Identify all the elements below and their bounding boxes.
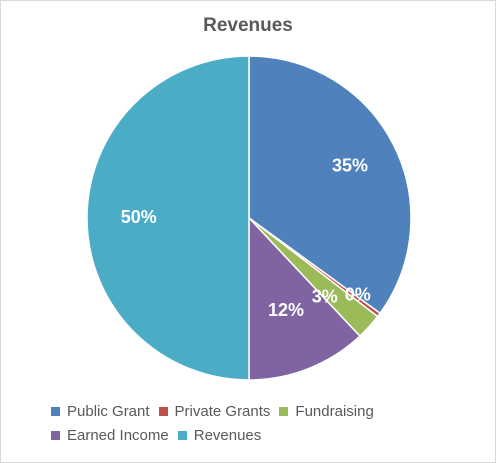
legend-label-revenues: Revenues [193,426,262,444]
legend-item-earned-income: Earned Income [51,427,169,444]
pie-chart: 35% 0% 3% 12% 50% [86,55,412,381]
legend-item-fundraising: Fundraising [279,402,374,420]
pie-slice-public-grant [248,55,412,315]
legend-row-2: Earned Income Revenues [51,423,471,447]
data-label-private-grants: 0% [345,284,371,304]
legend-swatch-earned-income [51,430,60,440]
legend-swatch-private-grants [158,406,168,416]
chart-title: Revenues [203,15,293,36]
legend-swatch-revenues [177,430,187,440]
legend-item-private-grants: Private Grants [158,402,271,420]
legend-swatch-public-grant [51,406,60,416]
legend-label-private-grants: Private Grants [174,402,271,420]
data-label-earned-income: 12% [268,300,304,320]
legend-label-fundraising: Fundraising [295,402,374,420]
data-label-fundraising: 3% [312,287,338,307]
legend-item-revenues: Revenues [177,426,262,444]
legend-label-public-grant: Public Grant [67,402,150,420]
legend-item-public-grant: Public Grant [51,403,150,420]
data-label-revenues: 50% [121,207,157,227]
chart-legend: Public Grant Private Grants Fundraising … [51,399,471,447]
data-label-public-grant: 35% [332,155,368,175]
pie-slice-earned-income [248,216,361,381]
legend-row-1: Public Grant Private Grants Fundraising [51,399,471,423]
legend-label-earned-income: Earned Income [67,426,169,444]
pie-slice-revenues [86,55,250,381]
legend-swatch-fundraising [279,406,289,416]
